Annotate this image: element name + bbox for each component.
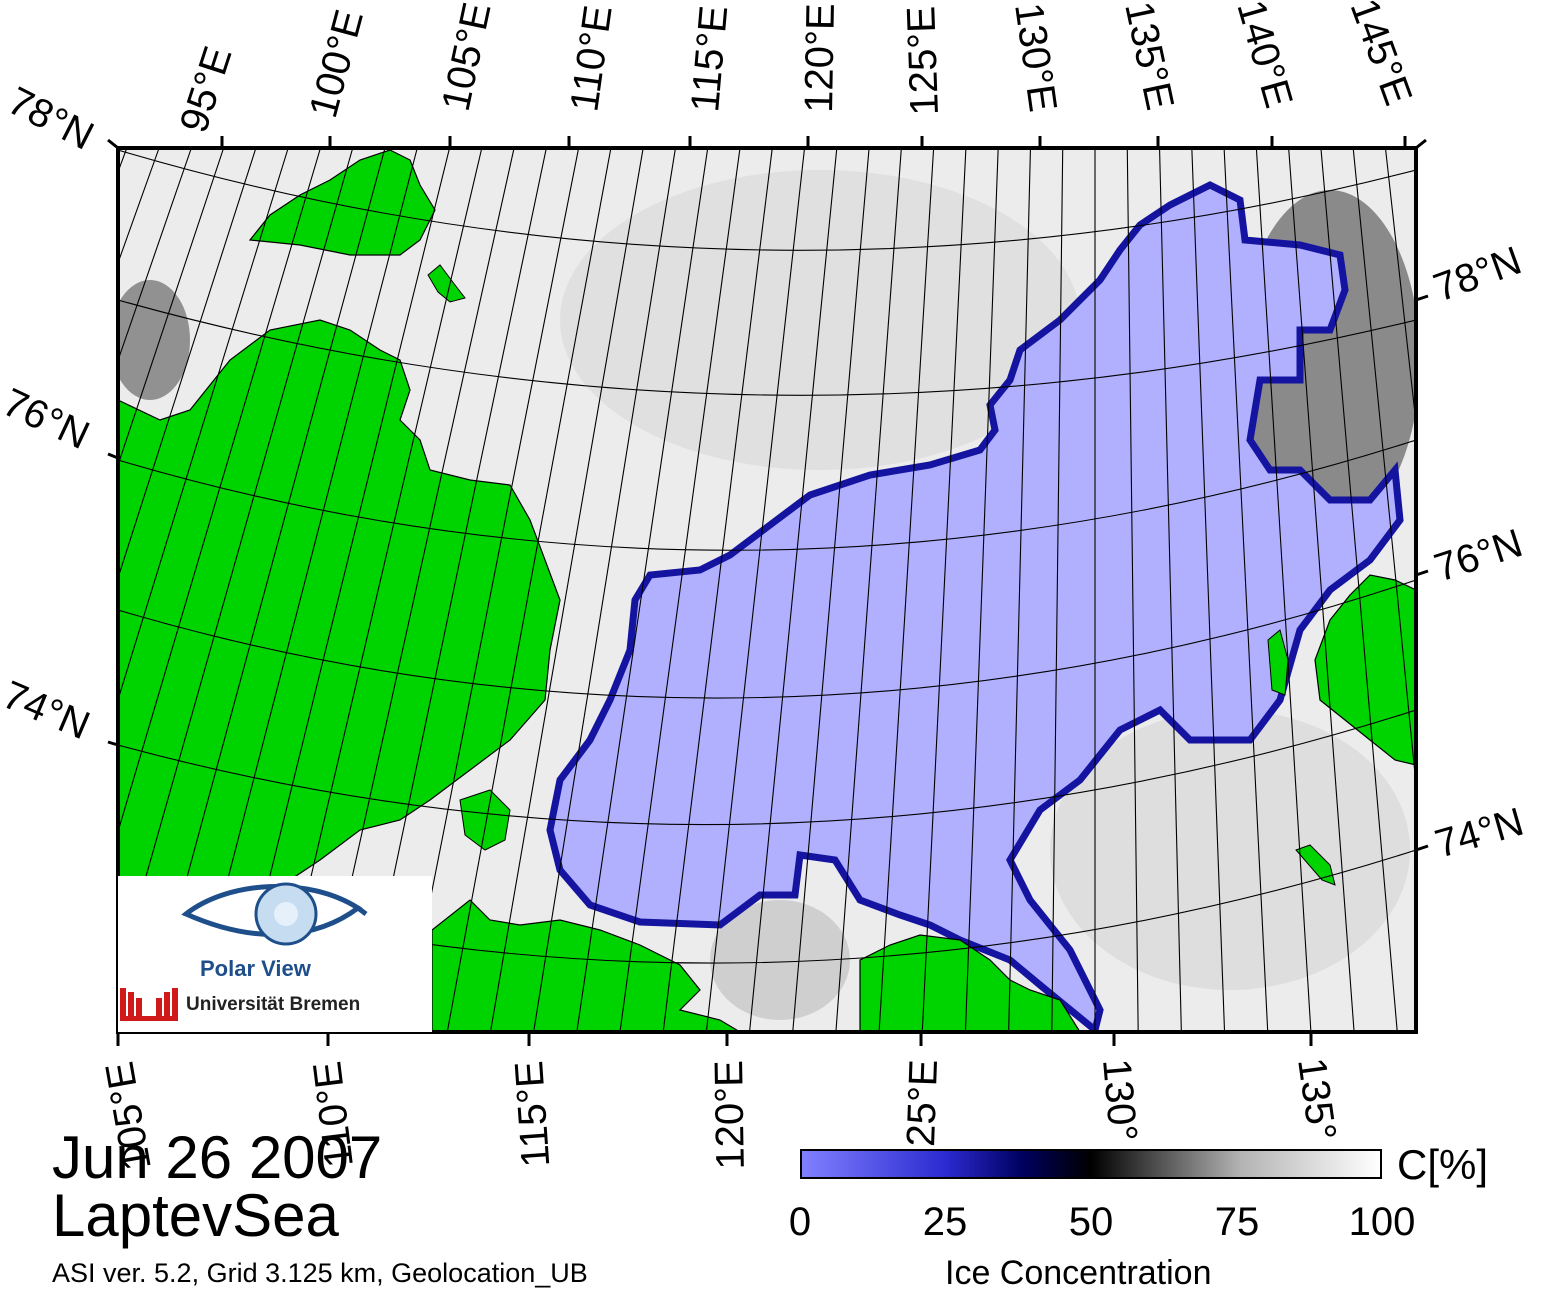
axis-tick [1415, 138, 1427, 150]
top-lon-label: 145°E [1342, 0, 1421, 111]
top-lon-label: 95°E [172, 41, 241, 138]
top-lon-label: 130°E [1006, 0, 1065, 114]
colorbar-tick: 100 [1348, 1200, 1416, 1244]
colorbar-tick: 25 [922, 1200, 968, 1244]
axis-tick [107, 138, 119, 150]
bottom-lon-label: 130° [1094, 1057, 1145, 1143]
ice-texture [118, 280, 190, 400]
land-coast-south [431, 899, 742, 1032]
left-lat-label: 76°N [0, 380, 96, 458]
axis-tick [107, 740, 119, 747]
meridian-line [964, 148, 999, 1032]
parallel-line [118, 709, 1416, 826]
meridian-line [1191, 148, 1226, 1032]
meridian-line [1320, 148, 1398, 1032]
meridian-line [118, 148, 289, 702]
region-title: LaptevSea [52, 1182, 339, 1249]
meridian-line [619, 148, 741, 1032]
meridian-line [1288, 148, 1355, 1032]
meridian-line [1126, 148, 1139, 1032]
left-lat-label: 74°N [0, 673, 96, 748]
university-bremen-icon [120, 988, 178, 1021]
bottom-lon-label: 135° [1289, 1055, 1344, 1143]
meridian-line [1255, 148, 1312, 1032]
top-lon-label: 120°E [797, 3, 843, 113]
meridian-line [1384, 148, 1416, 429]
right-lat-label: 74°N [1430, 800, 1528, 867]
colorbar-label: Ice Concentration [945, 1254, 1212, 1292]
parallel-line [118, 149, 1416, 251]
colorbar-tick: 50 [1068, 1200, 1114, 1244]
land-island-small [427, 264, 466, 303]
map-frame [116, 146, 1418, 1034]
land-island-begichev [459, 789, 511, 851]
top-lon-label: 135°E [1116, 0, 1182, 114]
meridian-line [1223, 148, 1269, 1032]
logo-institution: Universität Bremen [186, 994, 361, 1015]
right-lat-label: 78°N [1428, 239, 1527, 311]
meridian-line [1158, 148, 1182, 1032]
meridian-line [835, 148, 902, 1032]
top-lon-label: 110°E [562, 3, 620, 115]
colorbar-tick: 0 [788, 1200, 812, 1244]
colorbar-tick: 75 [1214, 1200, 1260, 1244]
meridian-line [0, 148, 30, 1032]
meridian-line [118, 148, 225, 467]
land-small-island-east [1267, 629, 1289, 696]
meridian-line [662, 148, 773, 1032]
eye-logo-icon [120, 882, 368, 1021]
parallel-line [118, 299, 1416, 396]
meridian-line [0, 148, 62, 1032]
colorbar-unit: C[%] [1397, 1141, 1489, 1188]
left-lat-label: 78°N [1, 79, 101, 159]
meridian-line [118, 148, 321, 834]
date-title: Jun 26 2007 [52, 1124, 383, 1191]
axis-tick [1415, 294, 1429, 302]
meridian-line [1008, 148, 1032, 1032]
polar-view-logo: Polar View Universität Bremen [118, 876, 432, 1032]
meridian-line [878, 148, 935, 1032]
meridian-line [792, 148, 870, 1032]
top-lon-label: 105°E [434, 0, 500, 115]
bottom-lon-label: 120°E [707, 1060, 753, 1170]
algorithm-footnote: ASI ver. 5.2, Grid 3.125 km, Geolocation… [52, 1258, 588, 1288]
meridian-line [1352, 148, 1416, 790]
bottom-lon-label: 115°E [507, 1059, 558, 1168]
meridian-line [403, 148, 580, 1032]
parallel-line [118, 579, 1416, 699]
meridian-line [118, 148, 257, 580]
meridian-line [533, 148, 676, 1032]
meridian-line [446, 148, 612, 1032]
ice-texture [710, 900, 850, 1020]
meridian-line [118, 148, 192, 363]
meridian-line [489, 148, 644, 1032]
axis-tick [1415, 569, 1429, 577]
meridian-line [921, 148, 967, 1032]
ice-concentration-colorbar [800, 1149, 1382, 1179]
meridian-line [118, 148, 128, 174]
axis-tick [107, 452, 119, 460]
meridian-line [576, 148, 709, 1032]
ice-texture [1050, 710, 1410, 990]
top-lon-label: 100°E [301, 5, 372, 122]
meridian-line [1051, 148, 1064, 1032]
open-water-area [546, 181, 1404, 1032]
parallel-line [118, 439, 1416, 551]
axis-tick [1415, 844, 1429, 852]
meridian-line [705, 148, 806, 1032]
meridian-line [748, 148, 838, 1032]
meridian-line [0, 148, 95, 1032]
top-lon-label: 125°E [899, 5, 947, 116]
top-lon-label: 115°E [683, 4, 736, 114]
logo-name: Polar View [200, 956, 311, 981]
right-lat-label: 76°N [1429, 521, 1528, 590]
top-lon-label: 140°E [1228, 0, 1300, 113]
